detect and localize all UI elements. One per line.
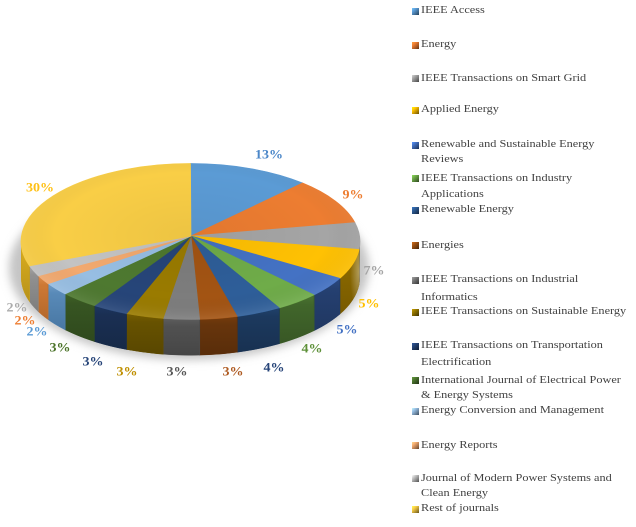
- svg-text:5%: 5%: [358, 296, 379, 310]
- svg-text:13%: 13%: [255, 147, 283, 161]
- svg-text:3%: 3%: [82, 354, 103, 368]
- svg-text:3%: 3%: [222, 364, 243, 378]
- svg-text:2%: 2%: [26, 324, 47, 338]
- svg-text:30%: 30%: [26, 180, 54, 194]
- svg-text:3%: 3%: [166, 364, 187, 378]
- svg-text:7%: 7%: [363, 263, 384, 277]
- svg-text:4%: 4%: [263, 360, 284, 374]
- svg-text:2%: 2%: [14, 313, 35, 327]
- svg-text:3%: 3%: [116, 364, 137, 378]
- svg-text:4%: 4%: [301, 341, 322, 355]
- svg-text:9%: 9%: [342, 187, 363, 201]
- svg-text:2%: 2%: [6, 300, 27, 314]
- svg-text:3%: 3%: [49, 340, 70, 354]
- svg-text:5%: 5%: [336, 322, 357, 336]
